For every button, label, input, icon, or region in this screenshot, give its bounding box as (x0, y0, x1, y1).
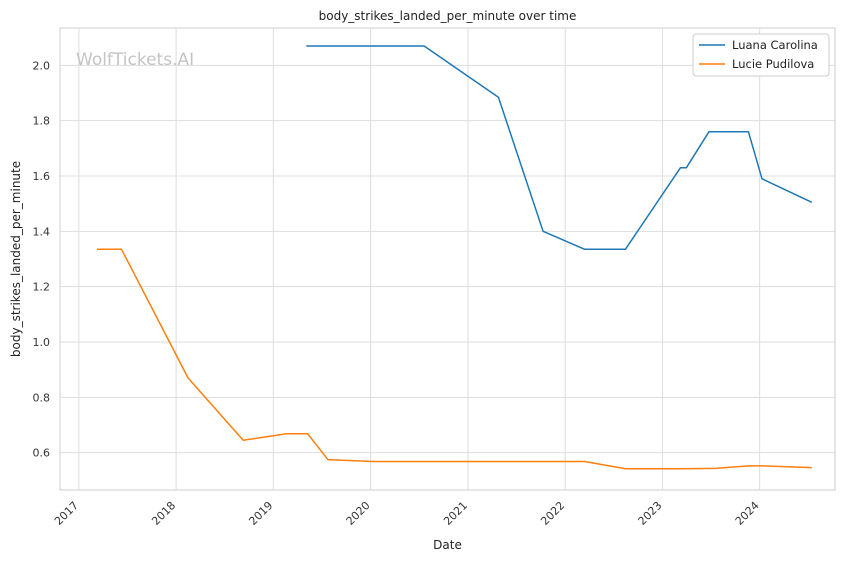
series-line-2 (97, 248, 812, 470)
series-line-1 (306, 45, 813, 251)
x-tick-label: 2018 (149, 499, 178, 528)
y-tick-label: 0.6 (33, 447, 51, 460)
plot-area (59, 27, 836, 491)
y-tick-label: 1.0 (33, 336, 51, 349)
x-tick-label: 2020 (344, 499, 373, 528)
y-tick-label: 1.4 (33, 225, 51, 238)
legend-label: Lucie Pudilova (732, 57, 814, 71)
x-tick-label: 2019 (246, 499, 275, 528)
chart-title: body_strikes_landed_per_minute over time (319, 9, 577, 23)
y-tick-label: 2.0 (33, 59, 51, 72)
y-tick-label: 0.8 (33, 391, 51, 404)
y-tick-label: 1.2 (33, 281, 51, 294)
y-tick-label: 1.6 (33, 170, 51, 183)
x-tick-label: 2022 (538, 499, 567, 528)
y-tick-label: 1.8 (33, 115, 51, 128)
x-tick-label: 2023 (636, 499, 665, 528)
x-axis-label: Date (433, 538, 462, 552)
x-tick-label: 2017 (52, 499, 81, 528)
gridlines (60, 28, 835, 490)
series-lines (97, 45, 813, 470)
x-axis-ticks: 2017 2018 2019 2020 2021 2022 2023 2024 (52, 499, 762, 528)
watermark-text: WolfTickets.AI (76, 50, 194, 70)
x-tick-label: 2024 (733, 499, 762, 528)
x-tick-label: 2021 (441, 499, 470, 528)
y-axis-ticks: 0.6 0.8 1.0 1.2 1.4 1.6 1.8 2.0 (33, 59, 51, 459)
y-axis-label: body_strikes_landed_per_minute (9, 161, 23, 357)
legend-label: Luana Carolina (732, 38, 818, 52)
legend: Luana Carolina Lucie Pudilova (692, 33, 830, 77)
legend-box (692, 33, 830, 77)
